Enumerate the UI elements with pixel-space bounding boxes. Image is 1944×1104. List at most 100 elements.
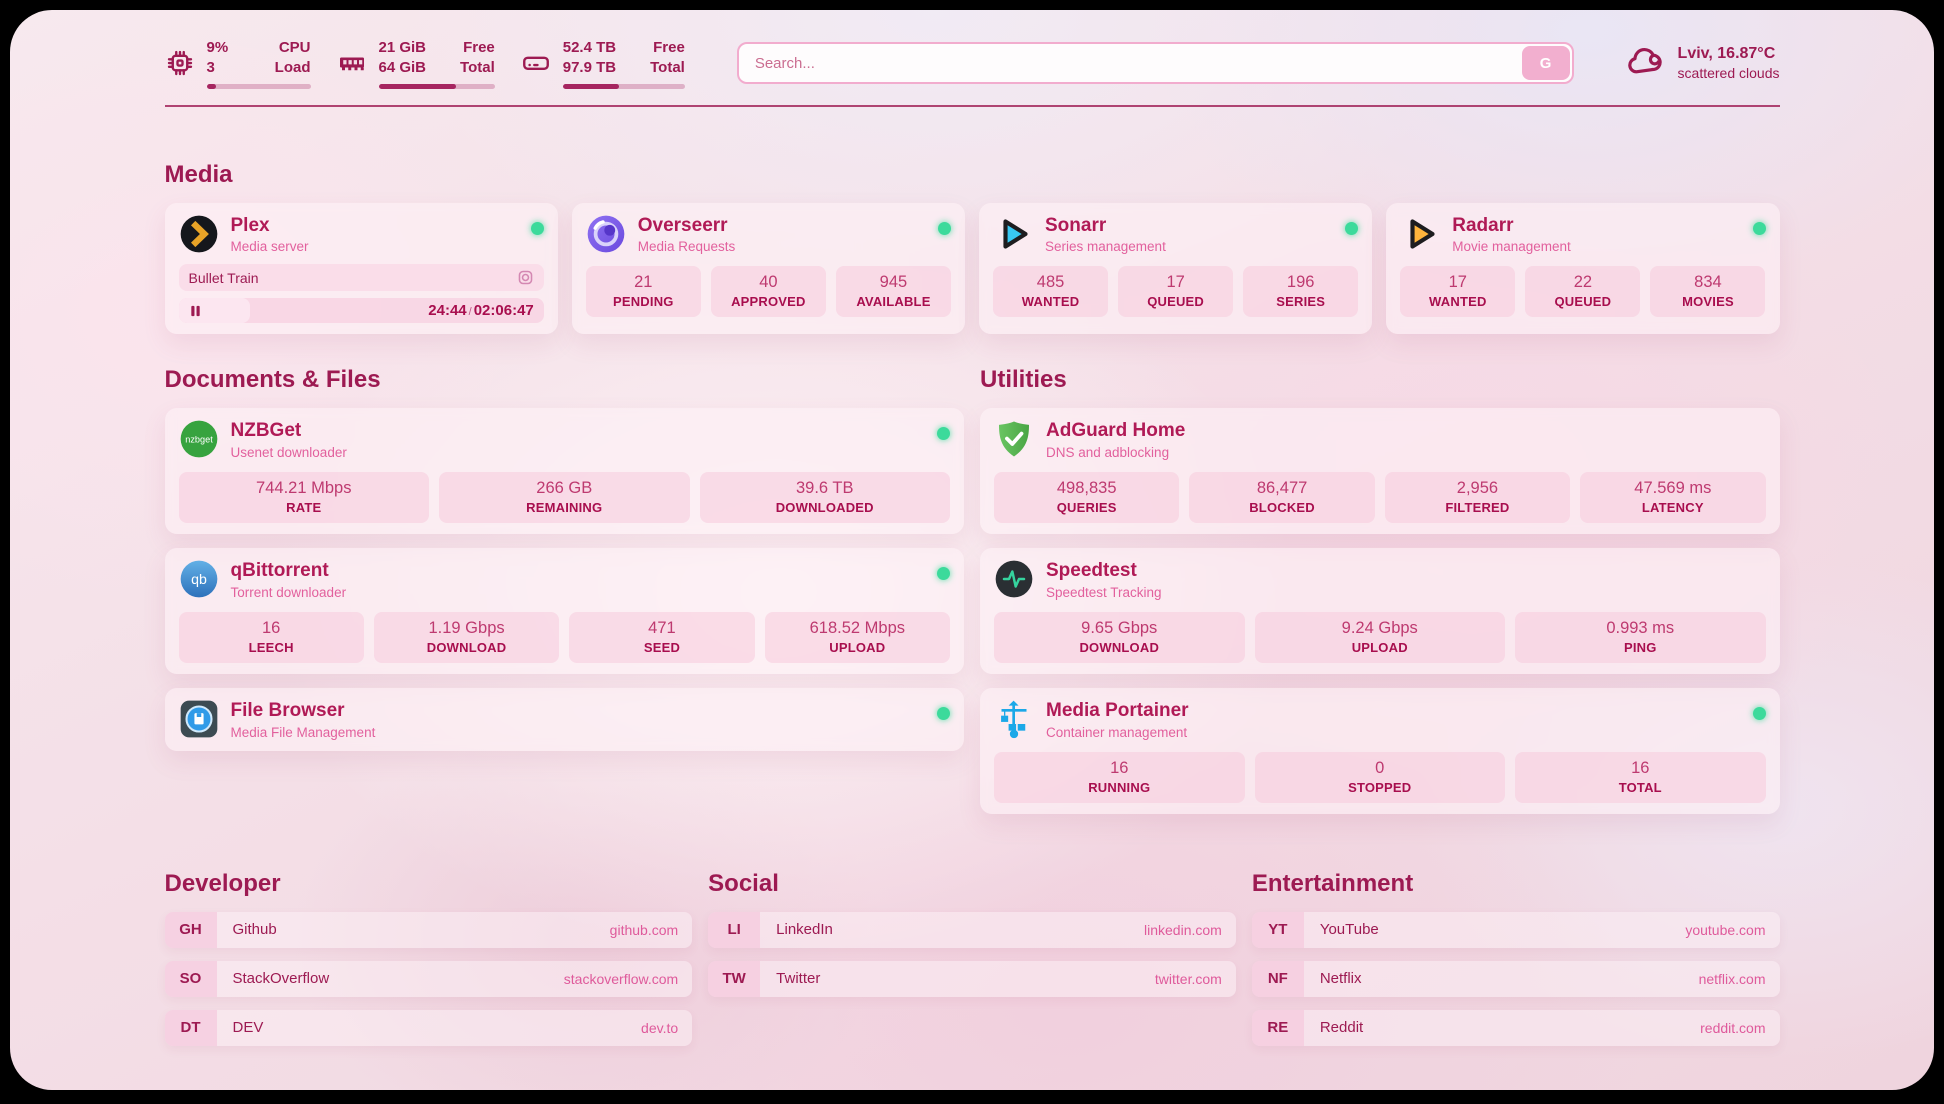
stat-upload: 9.24 Gbps UPLOAD xyxy=(1254,612,1505,664)
bookmark-linkedin[interactable]: LI LinkedIn linkedin.com xyxy=(708,911,1236,948)
app-card-radarr[interactable]: Radarr Movie management 17 WANTED 22 QUE… xyxy=(1386,202,1780,335)
cpu-icon xyxy=(165,48,195,78)
bookmark-dev[interactable]: DT DEV dev.to xyxy=(164,1009,693,1046)
stat-wanted: 17 WANTED xyxy=(1400,266,1516,318)
reddit-icon: RE xyxy=(1251,1009,1304,1046)
app-subtitle: Speedtest Tracking xyxy=(1046,585,1162,601)
search-engine-button[interactable]: G xyxy=(1521,46,1570,81)
plex-icon xyxy=(179,214,219,254)
topbar: 9% 3 CPU Load xyxy=(165,10,1780,89)
section-entertainment: Entertainment YT YouTube youtube.com NF … xyxy=(1251,869,1780,1059)
stat-blocked: 86,477 BLOCKED xyxy=(1189,472,1375,524)
app-title: Sonarr xyxy=(1045,214,1107,236)
developer-section-title: Developer xyxy=(164,869,281,897)
cpu-values: 9% 3 xyxy=(206,39,229,77)
stat-queued: 22 QUEUED xyxy=(1525,266,1641,318)
cpu-widget: 9% 3 CPU Load xyxy=(165,38,311,89)
app-card-filebrowser[interactable]: File Browser Media File Management xyxy=(164,688,964,751)
app-card-overseerr[interactable]: Overseerr Media Requests 21 PENDING 40 A… xyxy=(571,202,965,335)
app-subtitle: DNS and adblocking xyxy=(1046,445,1170,461)
speedtest-icon xyxy=(994,559,1034,599)
disk-progress-bar xyxy=(562,83,685,89)
app-subtitle: Media server xyxy=(230,239,309,255)
disk-icon xyxy=(521,48,551,78)
app-subtitle: Media Requests xyxy=(637,239,736,255)
app-card-nzbget[interactable]: nzbget NZBGet Usenet downloader 744.21 M… xyxy=(164,408,964,535)
dev-icon: DT xyxy=(164,1009,217,1046)
app-subtitle: Usenet downloader xyxy=(230,445,347,461)
memory-values: 21 GiB 64 GiB xyxy=(378,39,427,77)
memory-progress-bar xyxy=(378,83,495,89)
bookmark-twitter[interactable]: TW Twitter twitter.com xyxy=(708,960,1236,997)
stat-remaining: 266 GB REMAINING xyxy=(439,472,690,524)
stat-approved: 40 APPROVED xyxy=(710,266,826,318)
now-playing-bar: Bullet Train xyxy=(178,264,544,292)
weather-location: Lviv, 16.87°C xyxy=(1677,45,1776,63)
linkedin-icon: LI xyxy=(708,911,761,948)
bookmark-stackoverflow[interactable]: SO StackOverflow stackoverflow.com xyxy=(164,960,693,997)
status-dot-online xyxy=(530,221,544,235)
pause-icon xyxy=(189,304,202,318)
app-subtitle: Media File Management xyxy=(230,724,376,740)
netflix-icon: NF xyxy=(1251,960,1304,997)
stat-running: 16 RUNNING xyxy=(994,751,1245,803)
app-subtitle: Series management xyxy=(1045,239,1166,255)
app-card-adguard[interactable]: AdGuard Home DNS and adblocking 498,835 … xyxy=(980,408,1780,535)
portainer-icon xyxy=(994,699,1034,739)
app-title: Plex xyxy=(230,214,270,236)
media-section-title: Media xyxy=(164,160,233,188)
bookmark-github[interactable]: GH Github github.com xyxy=(164,911,693,948)
stat-leech: 16 LEECH xyxy=(178,612,364,664)
app-card-speedtest[interactable]: Speedtest Speedtest Tracking 9.65 Gbps D… xyxy=(980,548,1780,675)
stat-rate: 744.21 Mbps RATE xyxy=(178,472,429,524)
adguard-icon xyxy=(994,419,1034,459)
media-type-icon xyxy=(517,269,534,286)
app-title: Media Portainer xyxy=(1046,700,1189,722)
status-dot-online xyxy=(1752,221,1766,235)
dashboard-page: 9% 3 CPU Load xyxy=(10,10,1934,1090)
app-card-sonarr[interactable]: Sonarr Series management 485 WANTED 17 Q… xyxy=(979,202,1373,335)
nzbget-icon: nzbget xyxy=(179,419,219,459)
app-card-plex[interactable]: Plex Media server Bullet Train xyxy=(164,202,558,335)
cpu-labels: CPU Load xyxy=(274,39,311,77)
svg-text:nzbget: nzbget xyxy=(185,435,213,445)
disk-labels: Free Total xyxy=(650,39,685,77)
social-section-title: Social xyxy=(708,869,779,897)
section-documents: Documents & Files nzbget NZBGet Usenet d… xyxy=(164,366,964,751)
app-title: File Browser xyxy=(230,700,345,722)
bookmark-youtube[interactable]: YT YouTube youtube.com xyxy=(1251,911,1780,948)
app-title: qBittorrent xyxy=(230,560,329,582)
section-developer: Developer GH Github github.com SO StackO… xyxy=(164,869,693,1059)
stat-seed: 471 SEED xyxy=(569,612,755,664)
status-dot-online xyxy=(1752,707,1766,721)
stat-upload: 618.52 Mbps UPLOAD xyxy=(764,612,950,664)
bookmark-reddit[interactable]: RE Reddit reddit.com xyxy=(1251,1009,1780,1046)
weather-widget[interactable]: Lviv, 16.87°C scattered clouds xyxy=(1626,44,1780,83)
svg-text:qb: qb xyxy=(191,572,207,588)
app-subtitle: Movie management xyxy=(1452,239,1571,255)
memory-icon xyxy=(337,48,367,78)
filebrowser-icon xyxy=(179,699,219,739)
stat-download: 1.19 Gbps DOWNLOAD xyxy=(373,612,560,664)
app-title: Overseerr xyxy=(637,214,728,236)
documents-section-title: Documents & Files xyxy=(164,366,381,394)
github-icon: GH xyxy=(164,911,217,948)
overseerr-icon xyxy=(586,214,626,254)
youtube-icon: YT xyxy=(1251,911,1304,948)
stat-wanted: 485 WANTED xyxy=(993,266,1109,318)
app-title: Speedtest xyxy=(1046,560,1137,582)
status-dot-online xyxy=(937,427,950,441)
disk-widget: 52.4 TB 97.9 TB Free Total xyxy=(521,38,685,89)
search-bar: G xyxy=(736,42,1574,85)
app-title: NZBGet xyxy=(230,420,302,442)
stat-series: 196 SERIES xyxy=(1243,266,1359,318)
entertainment-section-title: Entertainment xyxy=(1251,869,1414,897)
app-card-qbittorrent[interactable]: qb qBittorrent Torrent downloader 16 LEE… xyxy=(164,548,964,675)
app-subtitle: Container management xyxy=(1046,724,1188,740)
stat-ping: 0.993 ms PING xyxy=(1515,612,1766,664)
sonarr-icon xyxy=(993,214,1033,254)
bookmark-netflix[interactable]: NF Netflix netflix.com xyxy=(1251,960,1780,997)
twitter-icon: TW xyxy=(708,960,761,997)
app-card-portainer[interactable]: Media Portainer Container management 16 … xyxy=(980,688,1780,814)
search-input[interactable] xyxy=(736,42,1574,85)
